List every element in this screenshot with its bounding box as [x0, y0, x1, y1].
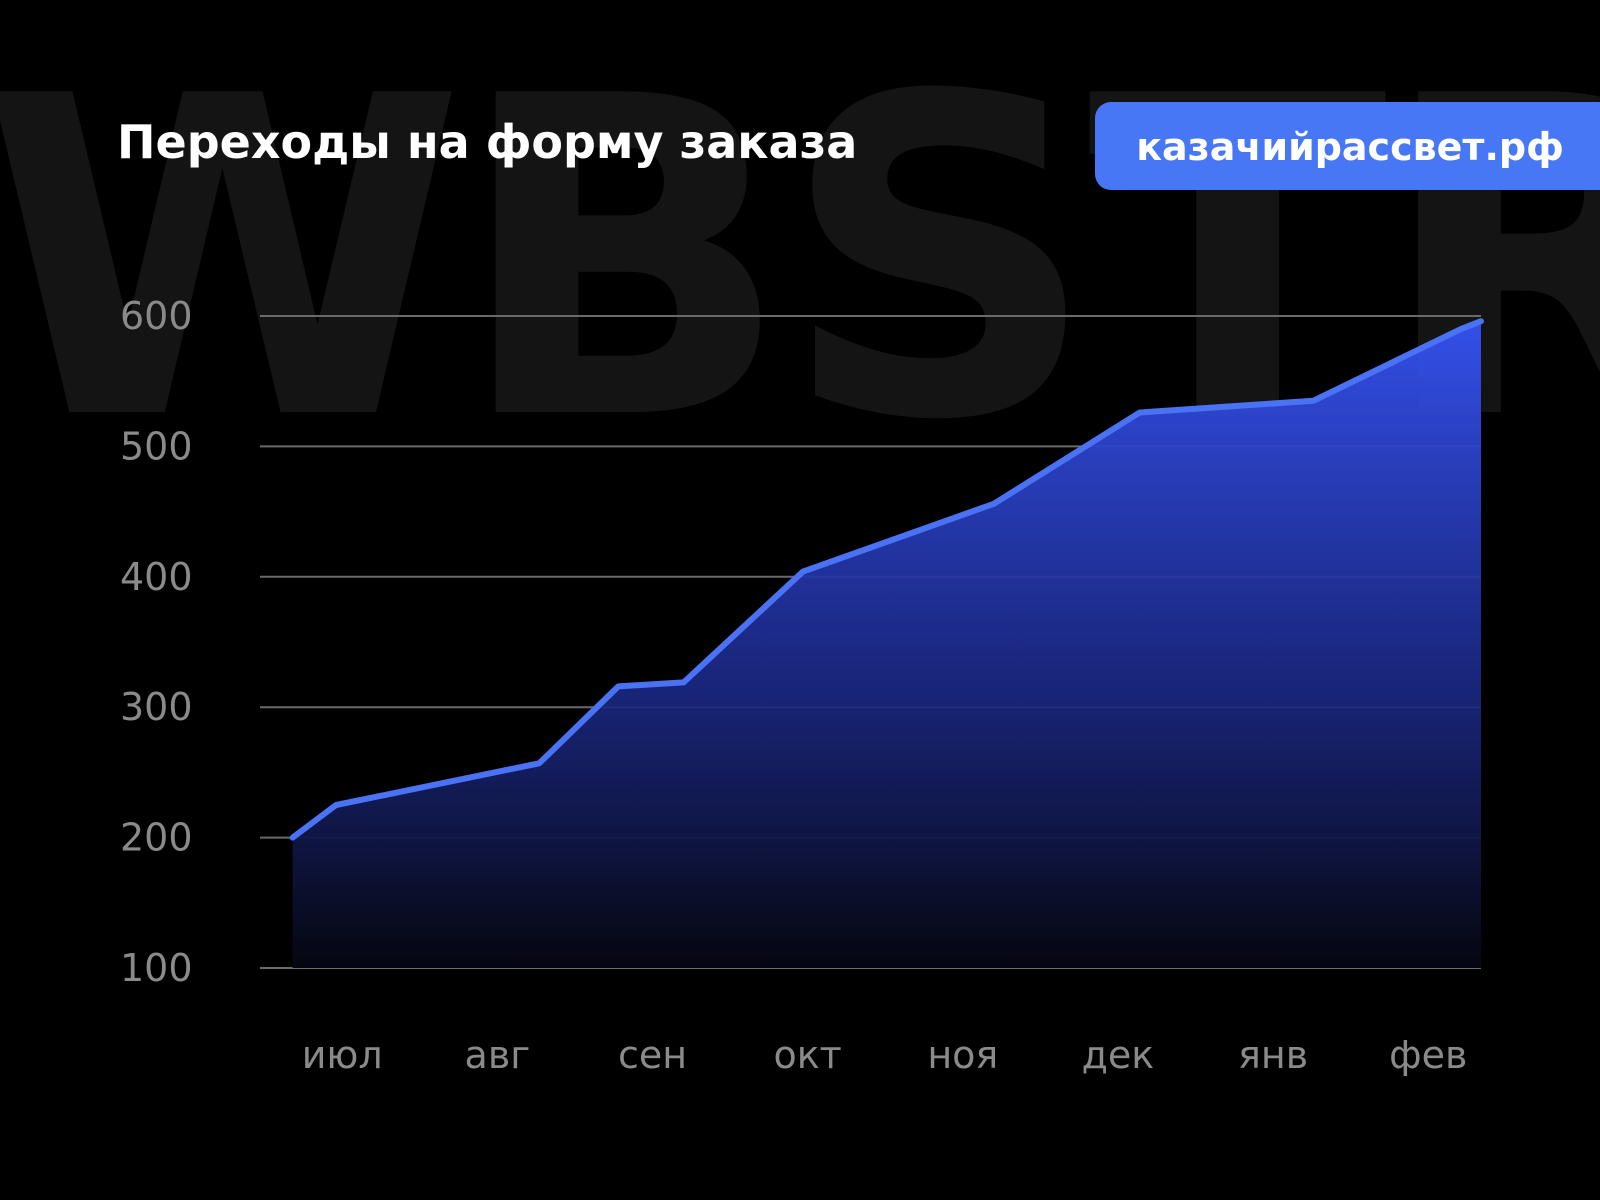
badge-text: казачийрассвет.рф: [1136, 125, 1564, 169]
y-tick-label: 500: [120, 424, 193, 468]
x-tick-label: июл: [302, 1033, 383, 1077]
y-tick-label: 400: [120, 555, 193, 599]
x-tick-label: фев: [1389, 1033, 1467, 1077]
x-tick-label: окт: [773, 1033, 841, 1077]
x-tick-label: сен: [618, 1033, 687, 1077]
x-tick-label: янв: [1238, 1033, 1308, 1077]
x-tick-label: ноя: [927, 1033, 998, 1077]
area: [292, 321, 1481, 968]
line: [289, 318, 1484, 841]
x-tick-label: авг: [465, 1033, 531, 1077]
chart-title: Переходы на форму заказа: [117, 115, 857, 169]
y-tick-label: 100: [120, 946, 193, 990]
badge: [1095, 102, 1600, 190]
y-tick-label: 300: [120, 685, 193, 729]
y-tick-label: 600: [120, 294, 193, 338]
y-tick-label: 200: [120, 816, 193, 860]
x-tick-label: дек: [1082, 1033, 1155, 1077]
